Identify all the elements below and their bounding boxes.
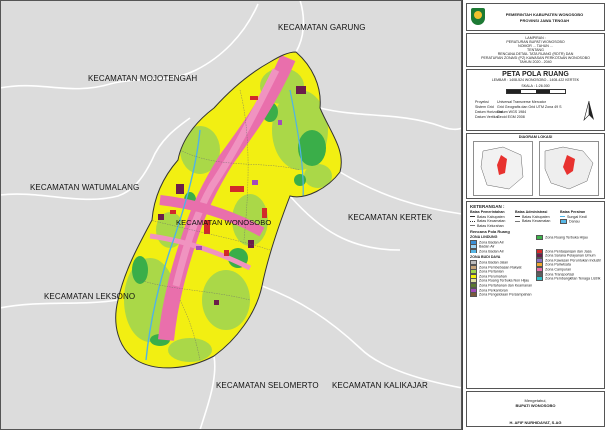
header-line2: PROVINSI JAWA TENGAH	[519, 18, 570, 23]
legend-item: Batas Kabupaten	[522, 214, 550, 219]
legend-item: Zona Ruang Terbuka Non Hijau	[479, 278, 530, 283]
legend-item: Badan Air	[479, 244, 495, 249]
legend-item: Zona Perumahan	[479, 274, 507, 279]
legend-box: KETERANGAN : Batas Pemerintahan Batas Ka…	[466, 201, 605, 389]
proj-key: Datum Horizontal	[475, 110, 503, 114]
legend-heading: ZONA LINDUNG	[470, 234, 498, 239]
legend-heading: Rencana Pola Ruang	[470, 230, 510, 235]
signature-place: Mengetahui,	[524, 398, 547, 403]
legend-item: Batas Kecamatan	[477, 219, 506, 224]
legend-heading: ZONA BUDI DAYA	[470, 255, 501, 260]
legend-item: Zona Campuran	[545, 267, 572, 272]
lampiran-line: PERATURAN ZONASI (PZ) KAWASAN PERKOTAAN …	[481, 56, 590, 60]
label-kecamatan-kalikajar: KECAMATAN KALIKAJAR	[332, 381, 428, 390]
map-sheet: LEMBAR : 1408-524 WONOSOBO - 1408-422 KE…	[491, 78, 580, 82]
proj-key: Datum Vertikal	[475, 115, 499, 119]
label-kecamatan-garung: KECAMATAN GARUNG	[278, 23, 366, 32]
legend-item: Zona Pariwisata	[545, 262, 571, 267]
index-map-title: DIAGRAM LOKASI	[518, 135, 553, 139]
region-outline	[115, 51, 342, 369]
signature-name: H. AFIF NURHIDAYAT, S.AG	[509, 420, 562, 425]
map-scale: SKALA : 1:26.000	[521, 84, 550, 88]
legend-item: Zona Sarana Pelayanan Umum	[545, 253, 596, 258]
legend-title: KETERANGAN :	[470, 204, 505, 209]
legend-item: Zona Pertahanan dan Keamanan	[479, 283, 533, 288]
legend-item: Zona Ruang Terbuka Hijau	[545, 235, 588, 240]
legend-item: Zona Perdagangan dan Jasa	[545, 249, 592, 254]
lampiran-line: RENCANA DETAIL TATA RUANG (RDTR) DAN	[497, 52, 574, 56]
legend-panel: PEMERINTAH KABUPATEN WONOSOBO PROVINSI J…	[462, 0, 609, 430]
proj-value: Datum WGS 1984	[497, 110, 527, 114]
label-kecamatan-leksono: KECAMATAN LEKSONO	[44, 292, 136, 301]
legend-heading: Batas Pemerintahan	[470, 210, 505, 214]
north-arrow-icon	[583, 100, 594, 121]
legend-heading: Batas Administrasi	[515, 210, 548, 214]
legend-item: Sungai Kecil	[567, 214, 587, 219]
legend-item: Zona Pengelolaan Persampahan	[479, 292, 532, 297]
title-box: PETA POLA RUANG LEMBAR : 1408-524 WONOSO…	[466, 69, 605, 131]
proj-key: Sistem Grid	[475, 105, 494, 109]
index-map-left	[473, 141, 533, 196]
legend-heading: Batas Perairan	[560, 210, 586, 214]
map-canvas[interactable]: KECAMATAN GARUNG KECAMATAN MOJOTENGAH KE…	[0, 0, 462, 430]
map-svg	[0, 0, 462, 430]
label-kecamatan-wonosobo: KECAMATAN WONOSOBO	[176, 218, 272, 227]
lampiran-line: PERATURAN BUPATI WONOSOBO	[506, 40, 565, 44]
legend-item: Zona Pembangkitan Tenaga Listrik	[545, 276, 601, 281]
lampiran-line: NOMOR ... TAHUN ...	[518, 44, 553, 48]
lampiran-line: LAMPIRAN :	[525, 36, 546, 40]
lampiran-line: TAHUN 2020 - 2040	[519, 60, 552, 64]
label-kecamatan-kertek: KECAMATAN KERTEK	[348, 213, 433, 222]
proj-key: Proyeksi	[475, 100, 489, 104]
legend-item: Batas Kelurahan	[477, 223, 504, 228]
legend-item: Zona Badan Jalan	[479, 260, 509, 265]
legend-item: Batas Kecamatan	[522, 219, 551, 224]
legend-item: Zona Perkantoran	[479, 287, 508, 292]
signature-box: Mengetahui, BUPATI WONOSOBO H. AFIF NURH…	[466, 391, 605, 427]
proj-value: Geoid EGM 2008	[497, 115, 525, 119]
index-map-box: DIAGRAM LOKASI	[466, 133, 605, 199]
signature-title: BUPATI WONOSOBO	[515, 403, 556, 408]
lampiran-line: TENTANG	[527, 48, 544, 52]
government-emblem-icon	[471, 8, 485, 25]
legend-item: Danau	[569, 219, 580, 224]
index-map-right	[539, 141, 599, 196]
scale-bar	[505, 89, 566, 94]
district-boundaries	[0, 0, 462, 430]
proj-value: Universal Transverse Mercator	[497, 100, 546, 104]
proj-value: Grid Geografis dan Grid UTM Zona 49 S	[497, 105, 562, 109]
lampiran-box: LAMPIRAN : PERATURAN BUPATI WONOSOBO NOM…	[466, 33, 605, 67]
header-line1: PEMERINTAH KABUPATEN WONOSOBO	[505, 12, 584, 17]
label-kecamatan-mojotengah: KECAMATAN MOJOTENGAH	[88, 74, 198, 83]
label-kecamatan-selomerto: KECAMATAN SELOMERTO	[216, 381, 319, 390]
legend-item: Zona Badan Air	[479, 240, 504, 245]
legend-item: Zona Pembebasan Rakyat	[479, 264, 522, 269]
label-kecamatan-watumalang: KECAMATAN WATUMALANG	[30, 183, 140, 192]
legend-item: Zona Kawasan Peruntukan Industri	[545, 258, 602, 263]
map-title: PETA POLA RUANG	[502, 71, 569, 78]
legend-item: Zona Pertanian	[479, 269, 504, 274]
legend-item: Zona Badan Air	[479, 249, 504, 254]
legend-item: Batas Kabupaten	[477, 214, 505, 219]
header-box: PEMERINTAH KABUPATEN WONOSOBO PROVINSI J…	[466, 3, 605, 31]
legend-item: Zona Transportasi	[545, 271, 575, 276]
